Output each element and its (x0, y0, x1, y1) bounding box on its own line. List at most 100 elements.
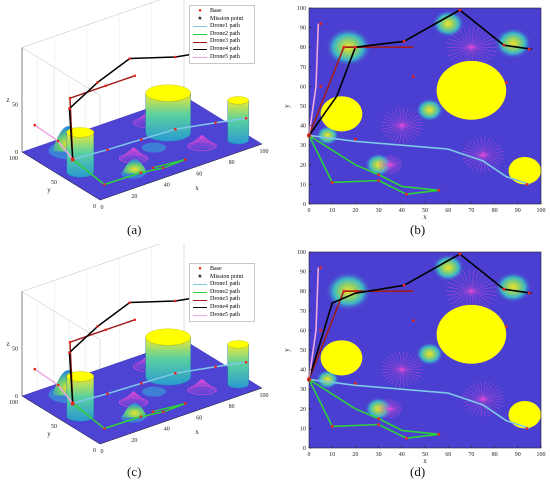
legend-entry: Drone5 path (193, 54, 251, 62)
legend-line-swatch (193, 26, 207, 28)
radar-spoke (199, 379, 203, 394)
radar-spoke (482, 398, 504, 403)
radar-spoke (196, 379, 203, 394)
radar-spoke (471, 34, 493, 48)
legend-line-swatch (193, 49, 207, 51)
radar-spoke (389, 156, 397, 165)
radar-spoke (450, 278, 472, 292)
radar-spoke (380, 408, 391, 415)
radar-spoke (450, 290, 472, 305)
mission-point (504, 81, 508, 84)
mission-point (33, 367, 37, 371)
plot-area: 0 10 20 30 40 50 60 70 80 90 100 0 10 20 30 40 50 60 70 80 9… (283, 250, 546, 464)
radar-spoke (386, 164, 391, 175)
terrain-hill (494, 271, 532, 303)
mission-point (244, 116, 248, 120)
x-tick-label: 0 (101, 205, 104, 211)
radar-spoke (380, 402, 391, 410)
radar-spoke (468, 398, 484, 413)
y-tick-label: 50 (300, 348, 306, 354)
y-axis-line (21, 395, 101, 445)
radar-spoke (390, 164, 401, 170)
x-tick-label: 100 (537, 452, 546, 458)
radar-spoke (378, 408, 391, 412)
radar-spoke (401, 121, 423, 126)
obstacle-circle (508, 400, 541, 429)
path-drone3-path (308, 290, 414, 380)
mission-point (104, 328, 107, 332)
legend-line-swatch (193, 314, 207, 316)
radar-spoke (133, 391, 142, 406)
x-tick-label: 100 (537, 208, 546, 214)
mission-point (133, 318, 137, 322)
radar-spoke (401, 369, 405, 388)
radar-spoke (471, 46, 497, 52)
y-tick-label: 0 (303, 446, 306, 452)
path-drone1-path (72, 361, 247, 405)
box-edge (21, 291, 101, 340)
x-tick-label: 50 (422, 208, 428, 214)
radar-spoke (482, 151, 504, 156)
radar-spoke (401, 108, 405, 126)
mission-point (174, 299, 177, 303)
radar-spoke (447, 46, 472, 57)
radar-spoke (471, 46, 493, 61)
radar-spoke (463, 391, 484, 400)
radar-spoke (482, 154, 498, 169)
terrain-peak (122, 159, 148, 174)
y-tick-label: 30 (300, 387, 306, 393)
x-tick-label: 90 (515, 452, 521, 458)
cylinder-top (227, 340, 249, 349)
radar-spoke (458, 272, 472, 292)
radar-spoke (384, 115, 402, 126)
legend-c: ● Base ★ Mission point Drone1 path Drone2 pat… (189, 263, 255, 323)
terrain-hill (315, 125, 340, 146)
path-drone1-path (72, 117, 247, 161)
radar-spoke (382, 369, 402, 378)
radar-spoke (471, 42, 497, 48)
mission-point (56, 383, 60, 387)
radar-spoke (471, 286, 497, 292)
radar-spoke (387, 356, 402, 370)
y-tick-label: 60 (300, 84, 306, 90)
panel-label-c: (c) (127, 464, 142, 479)
legend-entry: Drone3 path (193, 38, 251, 46)
y-tick-label: 10 (300, 426, 306, 432)
mission-point (377, 173, 380, 177)
radar-spoke (133, 391, 148, 404)
radar-spoke (382, 157, 391, 165)
radar-spoke (447, 38, 472, 48)
legend-label: Drone2 path (210, 288, 240, 295)
y-tick-label: 80 (300, 289, 306, 295)
legend-entry: ● Base (193, 266, 251, 274)
mission-point (354, 289, 357, 293)
radar-spoke (382, 401, 391, 409)
radar-spoke (386, 155, 391, 165)
obstacle-cylinder (227, 96, 249, 145)
y-axis-label: y (47, 430, 51, 438)
y-tick-label: 30 (300, 143, 306, 149)
radar-spoke (471, 270, 480, 292)
mission-point (412, 75, 415, 78)
radar-spoke (382, 118, 402, 126)
radar-spoke (471, 26, 480, 48)
x-tick-label: 10 (329, 452, 335, 458)
radar-base (187, 385, 217, 395)
mission-point (162, 410, 165, 414)
radar-spoke (384, 164, 391, 174)
radar-spoke (471, 290, 495, 301)
mission-point (103, 183, 106, 186)
radar-spoke (390, 164, 399, 173)
legend-label: Drone1 path (210, 23, 240, 30)
radar-spoke (401, 125, 416, 139)
x-tick-label: 40 (399, 208, 405, 214)
box-edge (21, 244, 161, 292)
radar-spoke (482, 385, 498, 400)
y-tick-label: 100 (9, 400, 18, 406)
y-tick-label: 50 (51, 424, 57, 430)
y-tick-label: 40 (300, 124, 306, 130)
legend-line-swatch (193, 307, 207, 309)
radar-base (187, 141, 217, 151)
legend-label: Drone1 path (210, 281, 240, 288)
radar-spoke (390, 160, 401, 166)
